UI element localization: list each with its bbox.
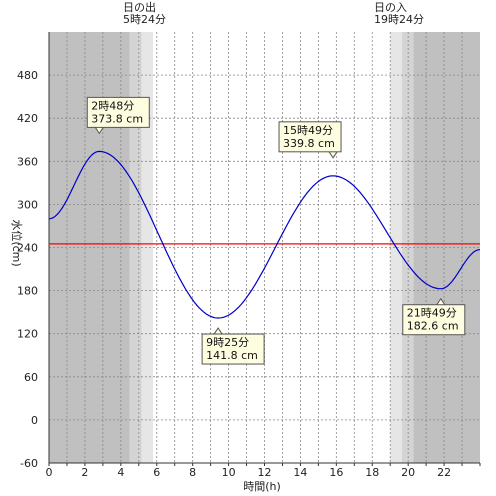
x-tick-label: 4 <box>117 466 124 479</box>
y-tick-label: 0 <box>31 414 38 427</box>
x-tick-label: 10 <box>222 466 236 479</box>
callout-box <box>86 96 150 128</box>
callout-pointer <box>94 127 104 135</box>
y-tick-label: 60 <box>24 371 38 384</box>
sunrise-label: 日の出 <box>123 0 156 14</box>
x-tick-labels: 0 2 4 6 8 10 12 14 16 18 20 22 <box>46 466 452 479</box>
callout-pointer <box>328 151 338 159</box>
y-tick-label: 420 <box>17 112 38 125</box>
callout-value: 141.8 cm <box>206 349 258 362</box>
x-tick-label: 8 <box>189 466 196 479</box>
y-tick-label: 240 <box>17 242 38 255</box>
callout-pointer <box>213 327 223 335</box>
x-axis-title: 時間(h) <box>243 480 281 493</box>
y-tick-label: 300 <box>17 198 38 211</box>
axes <box>48 32 481 466</box>
twilight-band <box>141 32 154 463</box>
x-tick-label: 20 <box>401 466 415 479</box>
y-tick-label: -60 <box>20 457 38 470</box>
x-tick-label: 0 <box>46 466 53 479</box>
callout-pointer <box>436 297 446 306</box>
x-tick-label: 14 <box>293 466 307 479</box>
twilight-band <box>401 32 414 463</box>
x-tick-label: 6 <box>153 466 160 479</box>
callout-value: 339.8 cm <box>283 137 335 150</box>
callout-box <box>402 304 466 336</box>
x-tick-label: 12 <box>258 466 272 479</box>
x-tick-label: 22 <box>437 466 451 479</box>
callout-value: 182.6 cm <box>407 320 459 333</box>
y-tick-label: 360 <box>17 155 38 168</box>
callout-time: 2時48分 <box>91 99 134 112</box>
callout-box <box>278 121 342 153</box>
twilight-band <box>129 32 142 463</box>
y-tick-label: 180 <box>17 285 38 298</box>
sunrise-time: 5時24分 <box>123 13 166 26</box>
x-tick-label: 18 <box>365 466 379 479</box>
y-tick-label: 480 <box>17 69 38 82</box>
sunset-label: 日の入 <box>374 1 407 14</box>
x-tick-label: 16 <box>329 466 343 479</box>
y-axis-title: 水位(cm) <box>10 219 24 266</box>
tide-curve <box>48 150 480 319</box>
callout-value: 373.8 cm <box>91 112 143 125</box>
callout-time: 15時49分 <box>283 124 333 137</box>
callout-time: 9時25分 <box>206 336 249 349</box>
tide-series <box>48 150 480 319</box>
x-tick-label: 2 <box>81 466 88 479</box>
callout-box <box>201 333 265 365</box>
sunset-time: 19時24分 <box>374 13 424 26</box>
y-tick-labels: -60 0 60 120 180 240 300 360 420 480 <box>17 69 38 470</box>
y-tick-label: 120 <box>17 328 38 341</box>
callout-time: 21時49分 <box>407 307 457 320</box>
